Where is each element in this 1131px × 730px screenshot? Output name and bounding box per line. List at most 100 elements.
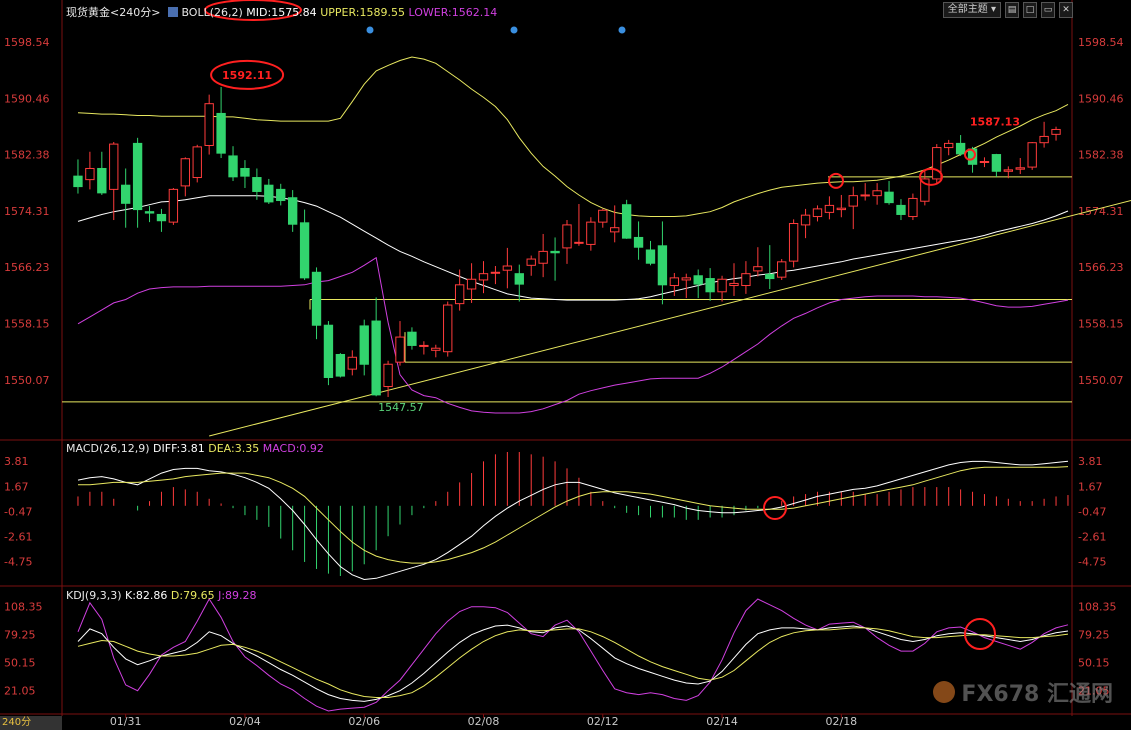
y-tick-label-right: 1558.15 bbox=[1078, 317, 1124, 330]
candle-body bbox=[502, 265, 513, 271]
candle-body bbox=[621, 204, 632, 239]
candle-body bbox=[1003, 169, 1013, 172]
high-annotation-circle bbox=[210, 59, 285, 90]
layout-icon[interactable]: ▤ bbox=[1005, 2, 1019, 18]
macd-y-tick-left: 1.67 bbox=[4, 480, 29, 493]
x-tick-label: 02/08 bbox=[468, 715, 500, 728]
y-tick-label-left: 1558.15 bbox=[4, 317, 50, 330]
candle bbox=[848, 186, 858, 230]
candle bbox=[419, 341, 429, 355]
candle bbox=[884, 181, 894, 205]
candle-body bbox=[323, 324, 334, 378]
kdj-y-tick-right: 108.35 bbox=[1078, 600, 1117, 613]
candle-body bbox=[788, 223, 799, 262]
kdj-pane: 108.35 108.35 79.25 79.25 50.15 50.15 21.05 21.… bbox=[4, 598, 1117, 712]
annotation-circle bbox=[964, 148, 976, 161]
macd-y-tick-left: 3.81 bbox=[4, 455, 29, 468]
candle-body bbox=[276, 188, 286, 202]
macd-header: MACD(26,12,9) DIFF:3.81 DEA:3.35 MACD:0.… bbox=[66, 442, 324, 455]
candle-body bbox=[669, 277, 680, 287]
candle-body bbox=[1027, 142, 1037, 168]
candle bbox=[788, 219, 799, 268]
candle bbox=[85, 151, 95, 190]
candle-body bbox=[383, 363, 393, 388]
annotation-circle bbox=[919, 167, 943, 186]
kdj-y-tick-right: 79.25 bbox=[1078, 628, 1110, 641]
mid-value-highlight-circle bbox=[204, 0, 302, 21]
candle-body bbox=[287, 197, 298, 225]
candle-body bbox=[824, 204, 835, 213]
candle bbox=[514, 264, 524, 302]
y-tick-label-right: 1550.07 bbox=[1078, 374, 1124, 387]
y-tick-label-left: 1550.07 bbox=[4, 374, 50, 387]
candle bbox=[681, 273, 691, 299]
event-marker-icon bbox=[510, 26, 518, 34]
candle bbox=[729, 263, 739, 296]
candle-body bbox=[562, 224, 572, 249]
candle bbox=[97, 151, 107, 195]
candle-body bbox=[264, 184, 274, 203]
candle-body bbox=[610, 227, 620, 233]
candle-body bbox=[896, 204, 906, 215]
candle bbox=[1003, 166, 1013, 179]
candle bbox=[586, 217, 596, 251]
candle-body bbox=[848, 195, 858, 207]
candle-body bbox=[347, 356, 357, 370]
low-price-label: 1547.57 bbox=[378, 401, 424, 414]
y-tick-label-left: 1566.23 bbox=[4, 261, 50, 274]
candle-body bbox=[490, 271, 501, 274]
candle bbox=[526, 255, 536, 276]
instrument-title: 现货黄金 bbox=[66, 6, 110, 19]
candle bbox=[705, 268, 715, 301]
y-tick-label-right: 1574.31 bbox=[1078, 205, 1124, 218]
maximize-icon[interactable]: ▭ bbox=[1041, 2, 1055, 18]
kdj-y-tick-right: 21.05 bbox=[1078, 685, 1110, 698]
kdj-d-value: D:79.65 bbox=[170, 589, 215, 602]
candle bbox=[979, 157, 990, 168]
candle-body bbox=[121, 184, 131, 204]
period-tag: <240分> bbox=[110, 6, 161, 19]
kdj-k-value: K:82.86 bbox=[125, 589, 168, 602]
candle-body bbox=[526, 258, 536, 266]
y-tick-label-right: 1598.54 bbox=[1078, 36, 1124, 49]
candle-body bbox=[204, 103, 214, 146]
candle-body bbox=[753, 266, 763, 272]
candle bbox=[550, 237, 560, 281]
candle-body bbox=[144, 211, 155, 214]
period-button[interactable]: 240分 bbox=[0, 716, 62, 730]
candle bbox=[204, 94, 214, 155]
candle bbox=[741, 261, 751, 294]
candle-body bbox=[407, 331, 417, 346]
boll-mid-value: MID:1575.84 bbox=[246, 6, 317, 19]
x-tick-label: 02/14 bbox=[706, 715, 738, 728]
close-icon[interactable]: ✕ bbox=[1059, 2, 1073, 18]
candle bbox=[598, 208, 608, 228]
candle bbox=[1027, 142, 1037, 170]
candle-body bbox=[359, 325, 369, 365]
indicator-settings-icon[interactable] bbox=[167, 7, 178, 17]
candle-body bbox=[884, 191, 894, 204]
candle bbox=[443, 301, 453, 357]
main-header: 现货黄金<240分> BOLL(26,2) MID:1575.84 UPPER:… bbox=[66, 4, 497, 20]
candle bbox=[335, 353, 346, 378]
restore-icon[interactable]: □ bbox=[1023, 2, 1037, 18]
candle bbox=[323, 321, 334, 386]
candle bbox=[478, 261, 489, 294]
macd-y-tick-left: -4.75 bbox=[4, 555, 32, 568]
candle bbox=[192, 144, 202, 183]
candle-body bbox=[860, 194, 870, 197]
candle bbox=[717, 275, 727, 302]
candle-body bbox=[299, 222, 310, 279]
toolbar: 全部主题 ▾ ▤ □ ▭ ✕ bbox=[942, 2, 1073, 18]
x-tick-label: 02/06 bbox=[348, 715, 380, 728]
candle bbox=[836, 194, 847, 218]
macd-diff-value: DIFF:3.81 bbox=[153, 442, 205, 455]
candle-body bbox=[514, 273, 524, 285]
theme-dropdown[interactable]: 全部主题 ▾ bbox=[942, 2, 1001, 18]
candle-body bbox=[73, 175, 83, 188]
candle bbox=[1039, 121, 1049, 148]
candle-body bbox=[371, 320, 381, 396]
candle-body bbox=[240, 167, 250, 177]
kdj-y-tick-left: 50.15 bbox=[4, 657, 36, 670]
